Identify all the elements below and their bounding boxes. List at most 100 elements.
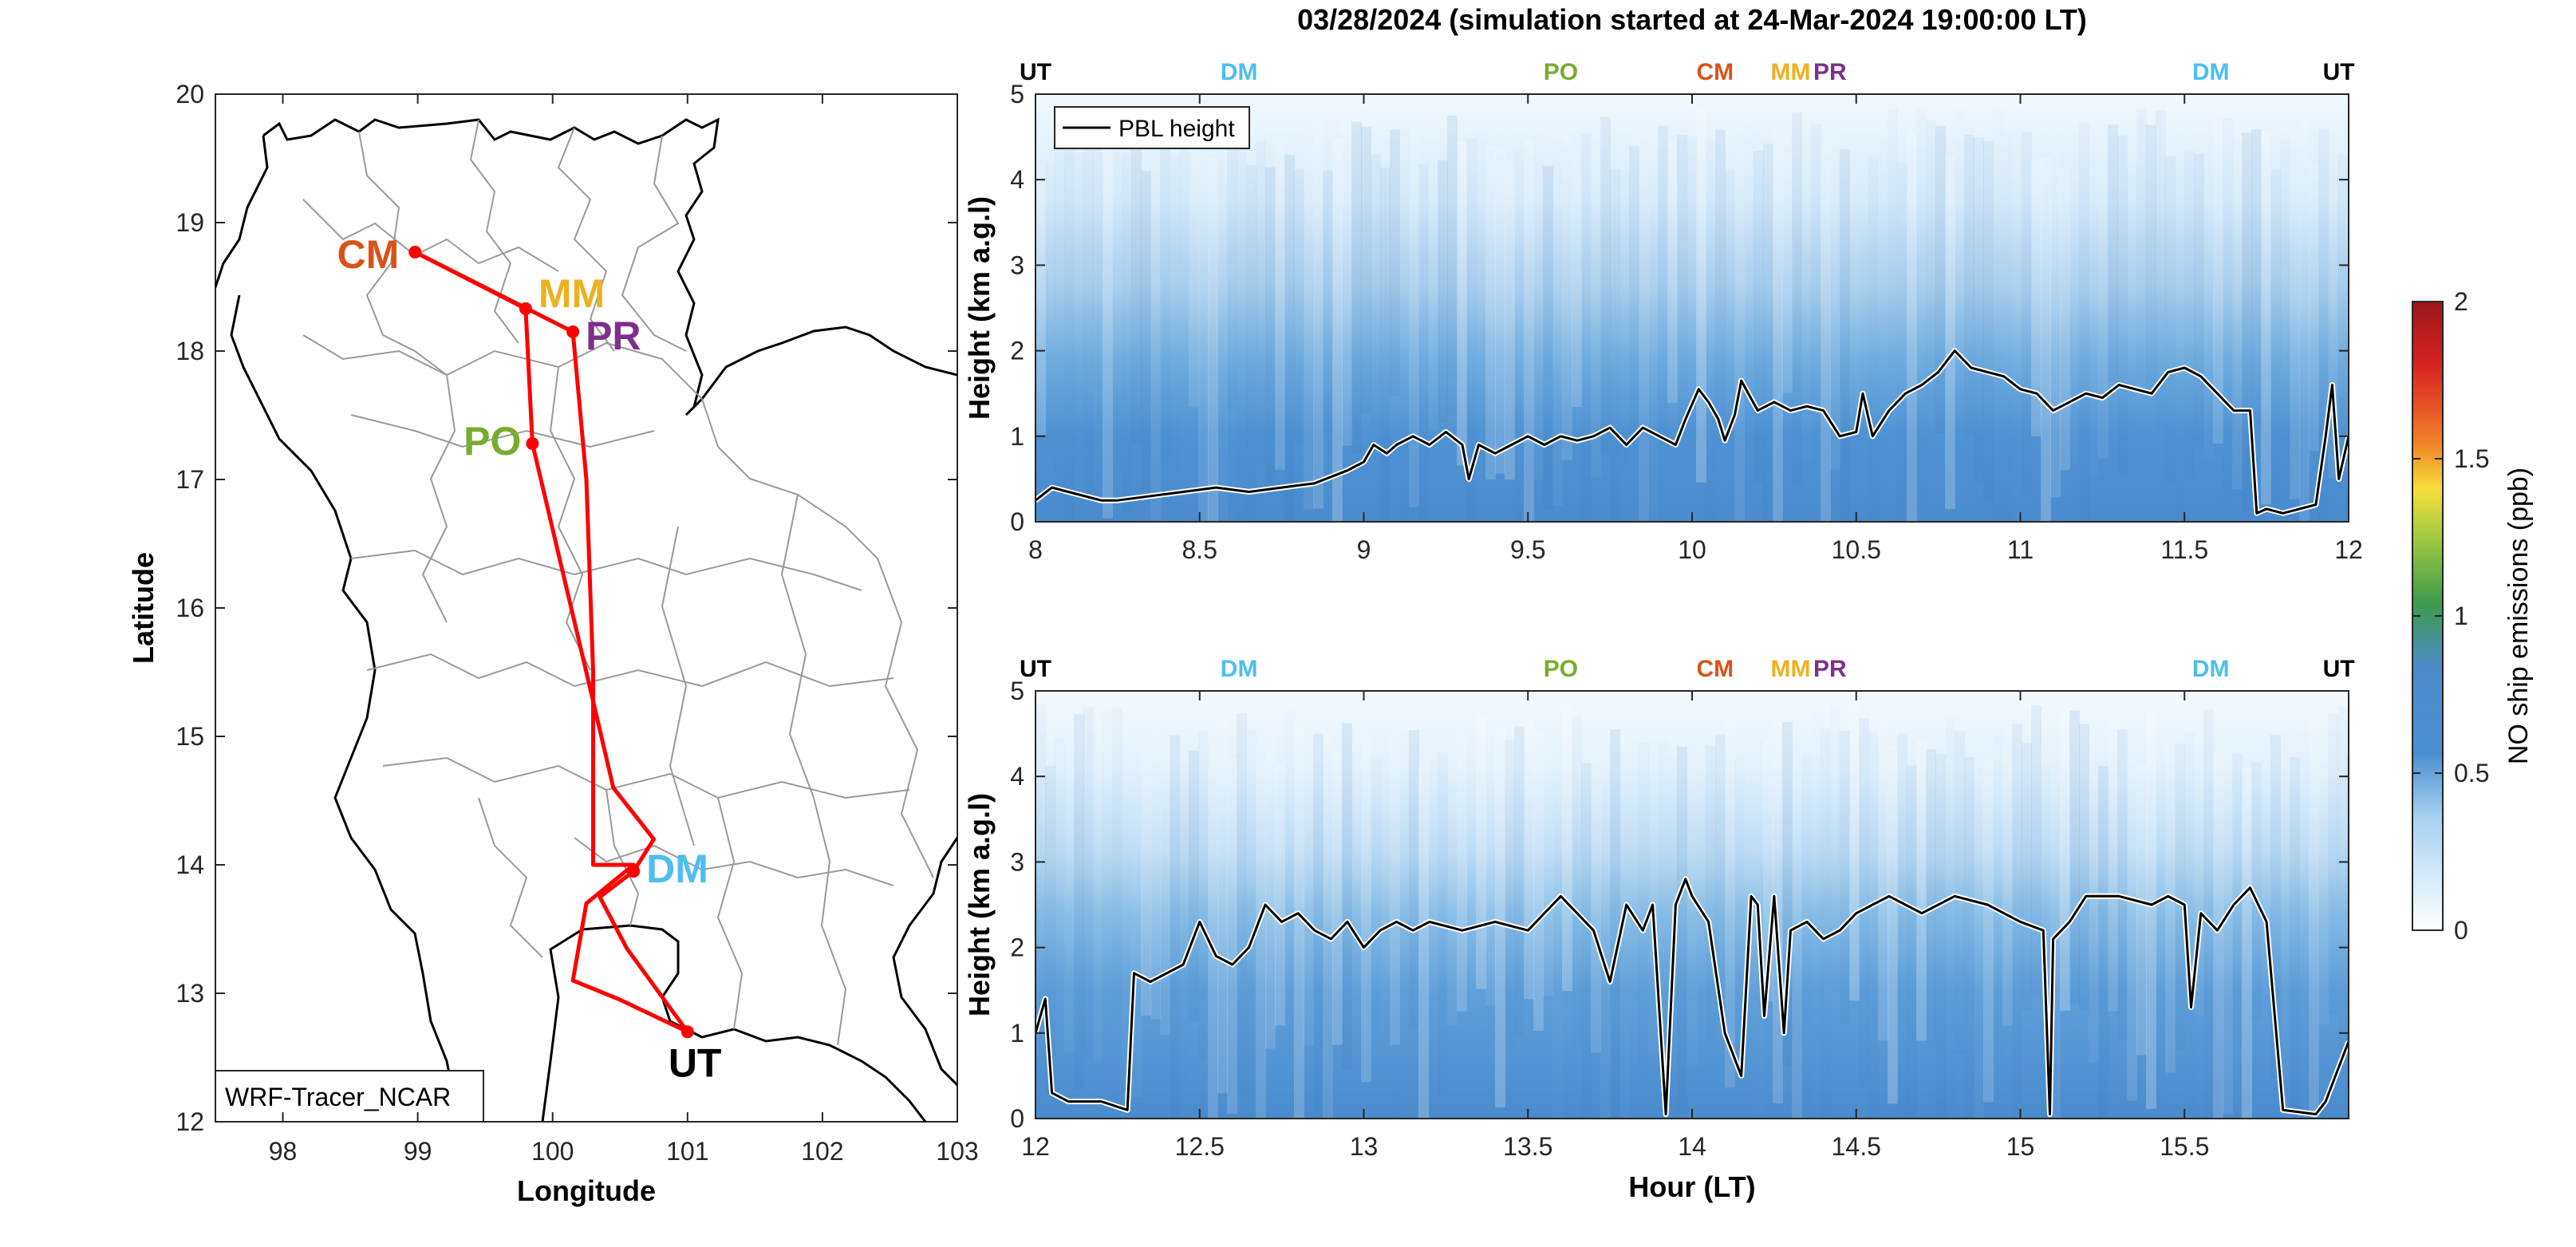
heatmap-cell-column bbox=[1993, 727, 2003, 1065]
x-tick-label: 9 bbox=[1357, 535, 1371, 564]
heatmap-cell-column bbox=[1964, 756, 1974, 1119]
heatmap-cell-column bbox=[1849, 125, 1860, 431]
heatmap-cell-column bbox=[1103, 709, 1113, 1127]
top-y-axis-label: Height (km a.g.l) bbox=[963, 196, 996, 420]
heatmap-cell-column bbox=[1457, 730, 1467, 1012]
heatmap-cell-column bbox=[1945, 718, 1955, 1128]
heatmap-cell-column bbox=[1677, 135, 1687, 426]
heatmap-cell-column bbox=[1821, 728, 1831, 1116]
model-label: WRF-Tracer_NCAR bbox=[225, 1083, 451, 1111]
bottom-x-axis-label: Hour (LT) bbox=[1628, 1170, 1755, 1203]
heatmap-cell-column bbox=[1189, 112, 1199, 407]
heatmap-cell-column bbox=[1667, 140, 1678, 403]
heatmap-cell-column bbox=[2146, 713, 2156, 1109]
heatmap-cell-column bbox=[1409, 132, 1419, 507]
heatmap-cell-column bbox=[2203, 708, 2214, 1119]
figure-title: 03/28/2024 (simulation started at 24-Mar… bbox=[1297, 3, 2087, 36]
heatmap-cell-column bbox=[1562, 136, 1572, 460]
heatmap-cell-column bbox=[1840, 149, 1850, 522]
heatmap-cell-column bbox=[1256, 767, 1266, 1119]
y-tick-label: 2 bbox=[1010, 337, 1024, 365]
heatmap-cell-column bbox=[2022, 131, 2032, 495]
heatmap-cell-column bbox=[2309, 721, 2319, 1114]
heatmap-cell-column bbox=[1284, 711, 1295, 984]
site-marker-ut: UT bbox=[2323, 59, 2355, 85]
y-tick-label: 2 bbox=[1010, 933, 1024, 962]
heatmap-cell-column bbox=[2098, 168, 2109, 460]
heatmap-cell-column bbox=[1983, 760, 1994, 1103]
heatmap-cell-column bbox=[1332, 138, 1343, 522]
heatmap-cell-column bbox=[2060, 709, 2070, 1011]
heatmap-cell-column bbox=[1955, 107, 1965, 434]
map-y-tick-label: 13 bbox=[176, 979, 204, 1008]
heatmap-cell-column bbox=[2002, 133, 2013, 553]
heatmap-cell-column bbox=[1514, 726, 1525, 1039]
heatmap-cell-column bbox=[2175, 744, 2185, 1051]
site-marker-cm: CM bbox=[1696, 59, 1734, 85]
x-tick-label: 9.5 bbox=[1510, 535, 1545, 564]
heatmap-cell-column bbox=[1380, 707, 1391, 1000]
heatmap-cell-column bbox=[1447, 705, 1458, 1025]
heatmap-cell-column bbox=[1313, 118, 1324, 509]
heatmap-cell-column bbox=[2318, 748, 2329, 1024]
heatmap-cell-column bbox=[1351, 730, 1362, 1014]
heatmap-cell-column bbox=[1122, 152, 1132, 512]
heatmap-cell-column bbox=[1457, 142, 1467, 466]
heatmap-cell-column bbox=[1112, 119, 1122, 470]
heatmap-cell-column bbox=[1485, 729, 1496, 1006]
heatmap-cell-column bbox=[1112, 707, 1122, 1016]
map-coastline bbox=[262, 117, 957, 416]
heatmap-cell-column bbox=[1935, 126, 1946, 434]
heatmap-cell-column bbox=[2117, 729, 2128, 1040]
heatmap-cell-column bbox=[1275, 141, 1285, 470]
heatmap-cell-column bbox=[2022, 743, 2032, 1012]
heatmap-cell-column bbox=[1323, 170, 1333, 432]
heatmap-cell-column bbox=[2012, 110, 2022, 373]
heatmap-cell-column bbox=[1304, 765, 1314, 1046]
heatmap-cell-column bbox=[1706, 140, 1716, 542]
y-tick-label: 0 bbox=[1010, 507, 1024, 536]
heatmap-cell-column bbox=[1715, 129, 1726, 416]
heatmap-cell-column bbox=[1926, 119, 1936, 410]
colorbar-ticks: 0 0.5 1 1.5 2 bbox=[2412, 287, 2489, 945]
heatmap-cell-column bbox=[2270, 169, 2281, 503]
heatmap-cell-column bbox=[1801, 166, 1812, 461]
heatmap-cell-column bbox=[2156, 110, 2166, 429]
x-tick-label: 12.5 bbox=[1175, 1132, 1225, 1161]
heatmap-cell-column bbox=[1371, 759, 1381, 1030]
heatmap-cell-column bbox=[1083, 707, 1094, 1060]
heatmap-cell-column bbox=[1438, 160, 1448, 423]
y-tick-label: 4 bbox=[1010, 762, 1024, 791]
x-tick-label: 12 bbox=[1021, 1132, 1050, 1161]
heatmap-cell-column bbox=[1055, 738, 1065, 1087]
heatmap-cell-column bbox=[2117, 135, 2128, 476]
heatmap-cell-column bbox=[1208, 159, 1218, 522]
heatmap-cell-column bbox=[1476, 716, 1486, 989]
heatmap-cell-column bbox=[2290, 131, 2300, 499]
heatmap-cell-column bbox=[1390, 730, 1400, 1045]
heatmap-cell-column bbox=[2031, 705, 2041, 996]
heatmap-cell-column bbox=[1332, 749, 1343, 1045]
map-x-tick-label: 100 bbox=[531, 1137, 574, 1166]
heatmap-cell-column bbox=[2136, 109, 2147, 382]
heatmap-cell-column bbox=[1524, 714, 1534, 1000]
heatmap-cell-column bbox=[1888, 109, 1898, 381]
heatmap-cell-column bbox=[1495, 728, 1505, 1107]
heatmap-cell-column bbox=[2165, 156, 2176, 483]
heatmap-cell-column bbox=[1600, 116, 1611, 456]
heatmap-cell-column bbox=[1371, 154, 1381, 426]
top-heatmap-texture bbox=[1036, 107, 2349, 561]
heatmap-cell-column bbox=[1935, 754, 1946, 1119]
x-tick-label: 14 bbox=[1678, 1132, 1706, 1161]
site-marker-dm: DM bbox=[1221, 656, 1258, 682]
heatmap-cell-column bbox=[2280, 139, 2290, 561]
heatmap-cell-column bbox=[1859, 717, 1869, 1087]
heatmap-cell-column bbox=[1878, 712, 1888, 1041]
site-marker-po: PO bbox=[1544, 59, 1578, 85]
heatmap-cell-column bbox=[1495, 147, 1505, 474]
heatmap-cell-column bbox=[1916, 740, 1927, 1041]
x-tick-label: 10 bbox=[1678, 535, 1706, 564]
